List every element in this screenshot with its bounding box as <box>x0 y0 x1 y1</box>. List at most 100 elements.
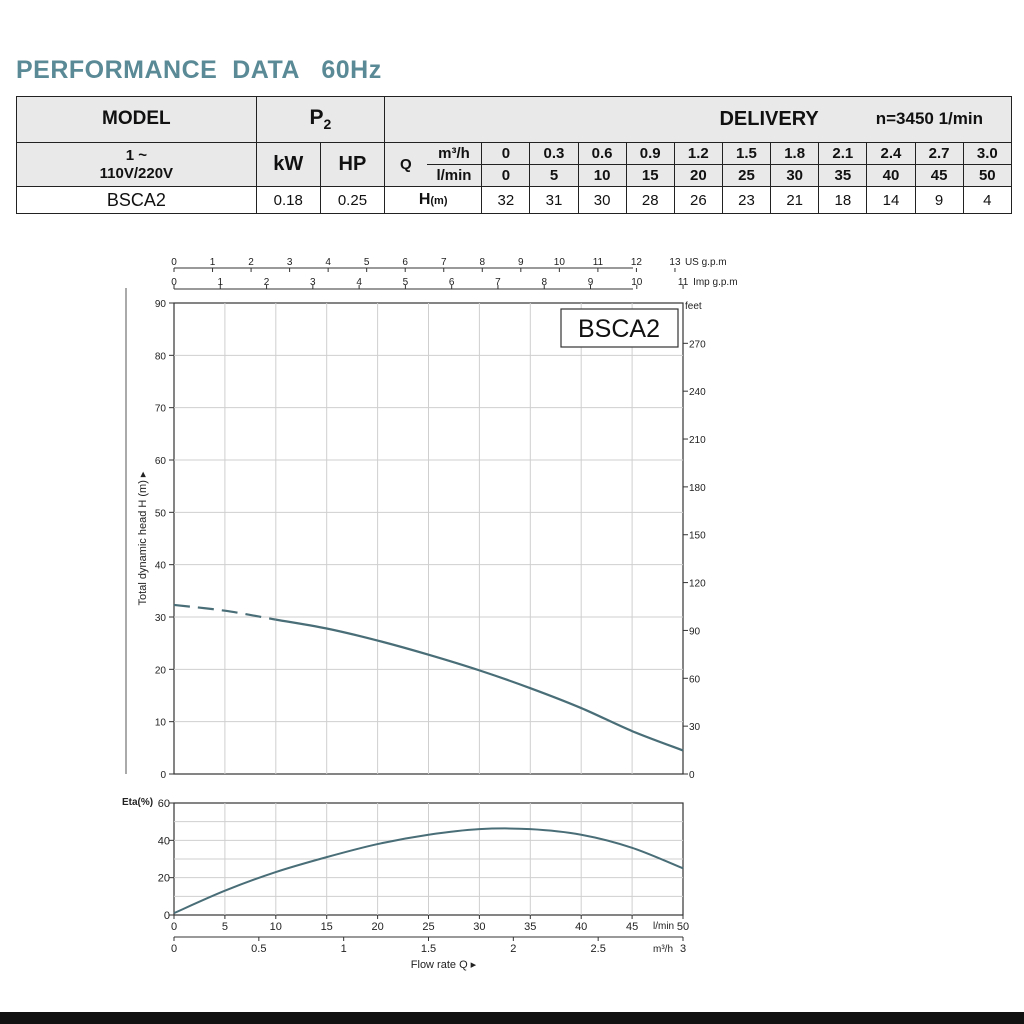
head-cell: 26 <box>673 186 723 214</box>
head-axis-label: Total dynamic head H (m) ▸ <box>137 471 149 605</box>
right-axis-label: feet <box>685 301 702 312</box>
y-tick-label: 90 <box>155 299 167 310</box>
m3h-cell: 1.8 <box>770 141 820 166</box>
x2-unit-label: m³/h <box>653 944 673 955</box>
y-tick-label: 70 <box>155 404 167 415</box>
right-tick-label: 60 <box>689 674 701 685</box>
imp-tick-label: 9 <box>588 277 594 288</box>
eta-tick-label: 40 <box>158 835 170 847</box>
imp-axis-label: Imp g.p.m <box>693 277 737 288</box>
m3h-cell: 2.4 <box>866 141 916 166</box>
m3h-cell: 3.0 <box>962 141 1013 166</box>
lmin-cell: 25 <box>721 164 772 188</box>
head-cell: 32 <box>481 186 531 214</box>
lmin-cell: 5 <box>529 164 579 188</box>
performance-table: MODEL P2 DELIVERY n=3450 1/min 1 ~110V/2… <box>16 96 1013 214</box>
imp-tick-label: 11 <box>678 277 689 288</box>
right-tick-label: 90 <box>689 626 701 637</box>
right-tick-label: 120 <box>689 579 706 590</box>
head-cell: 18 <box>818 186 868 214</box>
x2-tick-label: 1 <box>341 943 347 955</box>
head-curve-dashed <box>173 603 276 621</box>
speed-header: n=3450 1/min <box>818 96 1012 143</box>
bottom-bar <box>0 1012 1024 1024</box>
x-tick-label: 15 <box>321 921 333 933</box>
lmin-cell: 45 <box>914 164 964 188</box>
imp-tick-label: 0 <box>171 277 177 288</box>
head-curve <box>275 618 684 752</box>
eta-tick-label: 0 <box>164 910 170 922</box>
imp-tick-label: 2 <box>264 277 270 288</box>
us-tick-label: 12 <box>631 257 643 268</box>
y-tick-label: 60 <box>155 456 167 467</box>
head-cell: 14 <box>866 186 916 214</box>
imp-tick-label: 10 <box>631 277 643 288</box>
q-header: Q <box>384 141 427 188</box>
lmin-cell: 10 <box>577 164 627 188</box>
right-tick-label: 210 <box>689 435 706 446</box>
lmin-cell: 0 <box>481 164 531 188</box>
x-tick-label: 10 <box>270 921 282 933</box>
lmin-cell: 50 <box>962 164 1013 188</box>
us-tick-label: 8 <box>480 257 486 268</box>
right-tick-label: 0 <box>689 770 695 781</box>
head-cell: 21 <box>770 186 820 214</box>
right-tick-label: 150 <box>689 531 706 542</box>
y-tick-label: 20 <box>155 665 167 676</box>
m3h-cell: 1.2 <box>673 141 723 166</box>
eta-axis-label: Eta(%) <box>122 797 153 808</box>
imp-tick-label: 7 <box>495 277 501 288</box>
us-tick-label: 7 <box>441 257 447 268</box>
head-cell: 9 <box>914 186 964 214</box>
model-value: BSCA2 <box>16 186 257 214</box>
x2-tick-label: 1.5 <box>421 943 436 955</box>
kw-header: kW <box>255 141 321 188</box>
m3h-unit: m³/h <box>426 141 483 166</box>
x-tick-label: 45 <box>626 921 638 933</box>
imp-tick-label: 3 <box>310 277 316 288</box>
hp-header: HP <box>319 141 386 188</box>
y-tick-label: 10 <box>155 718 167 729</box>
lmin-cell: 35 <box>818 164 868 188</box>
p2-header: P2 <box>255 96 386 143</box>
y-tick-label: 40 <box>155 561 167 572</box>
us-tick-label: 1 <box>210 257 216 268</box>
right-tick-label: 240 <box>689 387 706 398</box>
x-tick-label: 0 <box>171 921 177 933</box>
voltage-cell: 1 ~110V/220V <box>16 141 257 188</box>
m3h-cell: 2.1 <box>818 141 868 166</box>
eta-curve <box>173 827 684 915</box>
lmin-cell: 15 <box>625 164 675 188</box>
model-legend-label: BSCA2 <box>578 315 660 343</box>
lmin-unit: l/min <box>426 164 483 188</box>
x-tick-label: 20 <box>371 921 383 933</box>
us-tick-label: 13 <box>669 257 681 268</box>
head-cell: 4 <box>962 186 1013 214</box>
page-title: PERFORMANCE DATA 60Hz <box>16 56 382 84</box>
head-cell: 31 <box>529 186 579 214</box>
x2-tick-label: 3 <box>680 943 686 955</box>
delivery-header: DELIVERY <box>384 96 819 143</box>
x2-tick-label: 2 <box>510 943 516 955</box>
us-tick-label: 6 <box>402 257 408 268</box>
x-tick-label: 5 <box>222 921 228 933</box>
imp-tick-label: 1 <box>217 277 223 288</box>
m3h-cell: 1.5 <box>721 141 772 166</box>
lmin-cell: 40 <box>866 164 916 188</box>
x2-tick-label: 0 <box>171 943 177 955</box>
eta-tick-label: 20 <box>158 873 170 885</box>
y-tick-label: 0 <box>160 770 166 781</box>
x-tick-label: 25 <box>422 921 434 933</box>
y-tick-label: 30 <box>155 613 167 624</box>
us-axis-label: US g.p.m <box>685 257 727 268</box>
imp-tick-label: 4 <box>356 277 362 288</box>
x-tick-label: 35 <box>524 921 536 933</box>
head-cell: 23 <box>721 186 772 214</box>
x-tick-label: 50 <box>677 921 689 933</box>
head-cell: 28 <box>625 186 675 214</box>
imp-tick-label: 5 <box>403 277 409 288</box>
m3h-cell: 0 <box>481 141 531 166</box>
us-tick-label: 0 <box>171 257 177 268</box>
us-tick-label: 5 <box>364 257 370 268</box>
